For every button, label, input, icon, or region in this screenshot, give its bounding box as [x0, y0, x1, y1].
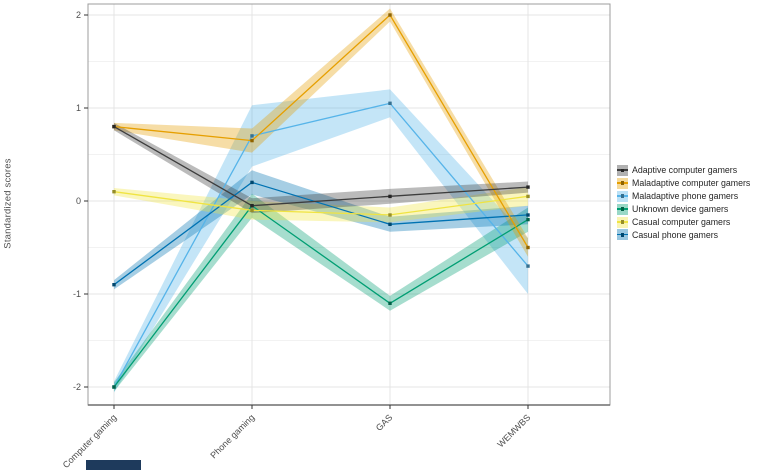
legend-item-casual-phone-gamers: Casual phone gamers	[617, 228, 750, 241]
data-point-adaptive-computer-gamers	[250, 204, 254, 208]
legend-item-adaptive-computer-gamers: Adaptive computer gamers	[617, 164, 750, 177]
ci-ribbon-casual-computer-gamers	[114, 187, 528, 223]
legend-label: Unknown device gamers	[632, 204, 729, 215]
legend-point-swatch	[620, 168, 625, 173]
legend-key-icon	[617, 164, 628, 176]
y-tick-label: -1	[73, 289, 81, 299]
legend-point-swatch	[620, 232, 625, 237]
data-point-adaptive-computer-gamers	[388, 194, 392, 199]
legend-key-icon	[617, 216, 628, 228]
ci-ribbon-casual-phone-gamers	[114, 170, 528, 290]
data-point-casual-computer-gamers	[526, 194, 530, 199]
data-point-casual-computer-gamers	[388, 213, 392, 217]
data-point-maladaptive-computer-gamers	[526, 245, 530, 250]
legend-label: Maladaptive phone gamers	[632, 191, 739, 202]
data-point-maladaptive-computer-gamers	[250, 138, 254, 143]
series-line-unknown-device-gamers	[113, 204, 529, 388]
ci-ribbon-maladaptive-phone-gamers	[114, 89, 528, 393]
x-tick-label: GAS	[374, 412, 395, 433]
chart-legend: Adaptive computer gamers Maladaptive comp…	[617, 164, 750, 241]
data-point-maladaptive-phone-gamers	[388, 101, 392, 105]
data-point-unknown-device-gamers	[526, 217, 530, 222]
data-point-adaptive-computer-gamers	[526, 185, 530, 189]
legend-key-icon	[617, 229, 628, 241]
legend-item-casual-computer-gamers: Casual computer gamers	[617, 216, 750, 229]
y-tick-label: -2	[73, 382, 81, 392]
plot-panel	[88, 4, 610, 405]
cropped-bottom-bar	[86, 460, 141, 470]
legend-key-icon	[617, 190, 628, 202]
data-point-casual-computer-gamers	[250, 208, 254, 212]
legend-item-maladaptive-computer-gamers: Maladaptive computer gamers	[617, 177, 750, 190]
legend-point-swatch	[620, 220, 625, 224]
data-point-maladaptive-phone-gamers	[526, 264, 530, 268]
series-line-maladaptive-phone-gamers	[113, 102, 529, 388]
legend-item-maladaptive-phone-gamers: Maladaptive phone gamers	[617, 190, 750, 203]
legend-label: Adaptive computer gamers	[632, 165, 738, 176]
legend-key-icon	[617, 203, 628, 215]
legend-point-swatch	[620, 194, 625, 198]
y-tick-label: 2	[76, 10, 81, 20]
legend-label: Maladaptive computer gamers	[632, 178, 751, 189]
series-line-adaptive-computer-gamers	[113, 126, 529, 207]
data-point-unknown-device-gamers	[112, 385, 116, 389]
data-point-casual-computer-gamers	[112, 190, 116, 194]
y-tick-label: 0	[76, 196, 81, 206]
data-point-adaptive-computer-gamers	[112, 124, 116, 129]
data-point-casual-phone-gamers	[112, 283, 116, 287]
data-point-casual-phone-gamers	[250, 180, 254, 185]
legend-label: Casual computer gamers	[632, 217, 731, 227]
ci-ribbon-adaptive-computer-gamers	[114, 122, 528, 214]
legend-point-swatch	[620, 207, 625, 211]
data-point-maladaptive-computer-gamers	[388, 13, 392, 17]
legend-point-swatch	[620, 181, 625, 186]
legend-item-unknown-device-gamers: Unknown device gamers	[617, 203, 750, 216]
y-axis-title: Standardized scores	[2, 158, 14, 249]
legend-label: Casual phone gamers	[632, 229, 719, 240]
series-line-casual-phone-gamers	[113, 181, 529, 286]
ci-ribbon-unknown-device-gamers	[114, 193, 528, 392]
series-line-casual-computer-gamers	[113, 191, 529, 216]
data-point-casual-phone-gamers	[388, 222, 392, 226]
y-tick-label: 1	[76, 103, 81, 113]
data-point-unknown-device-gamers	[388, 301, 392, 305]
series-line-maladaptive-computer-gamers	[113, 13, 529, 248]
ci-ribbon-maladaptive-computer-gamers	[114, 8, 528, 257]
data-point-maladaptive-phone-gamers	[250, 134, 254, 138]
x-tick-label: WEMWBS	[495, 412, 532, 449]
x-tick-label: Phone gaming	[208, 412, 256, 460]
data-point-casual-phone-gamers	[526, 213, 530, 217]
legend-key-icon	[617, 177, 628, 189]
